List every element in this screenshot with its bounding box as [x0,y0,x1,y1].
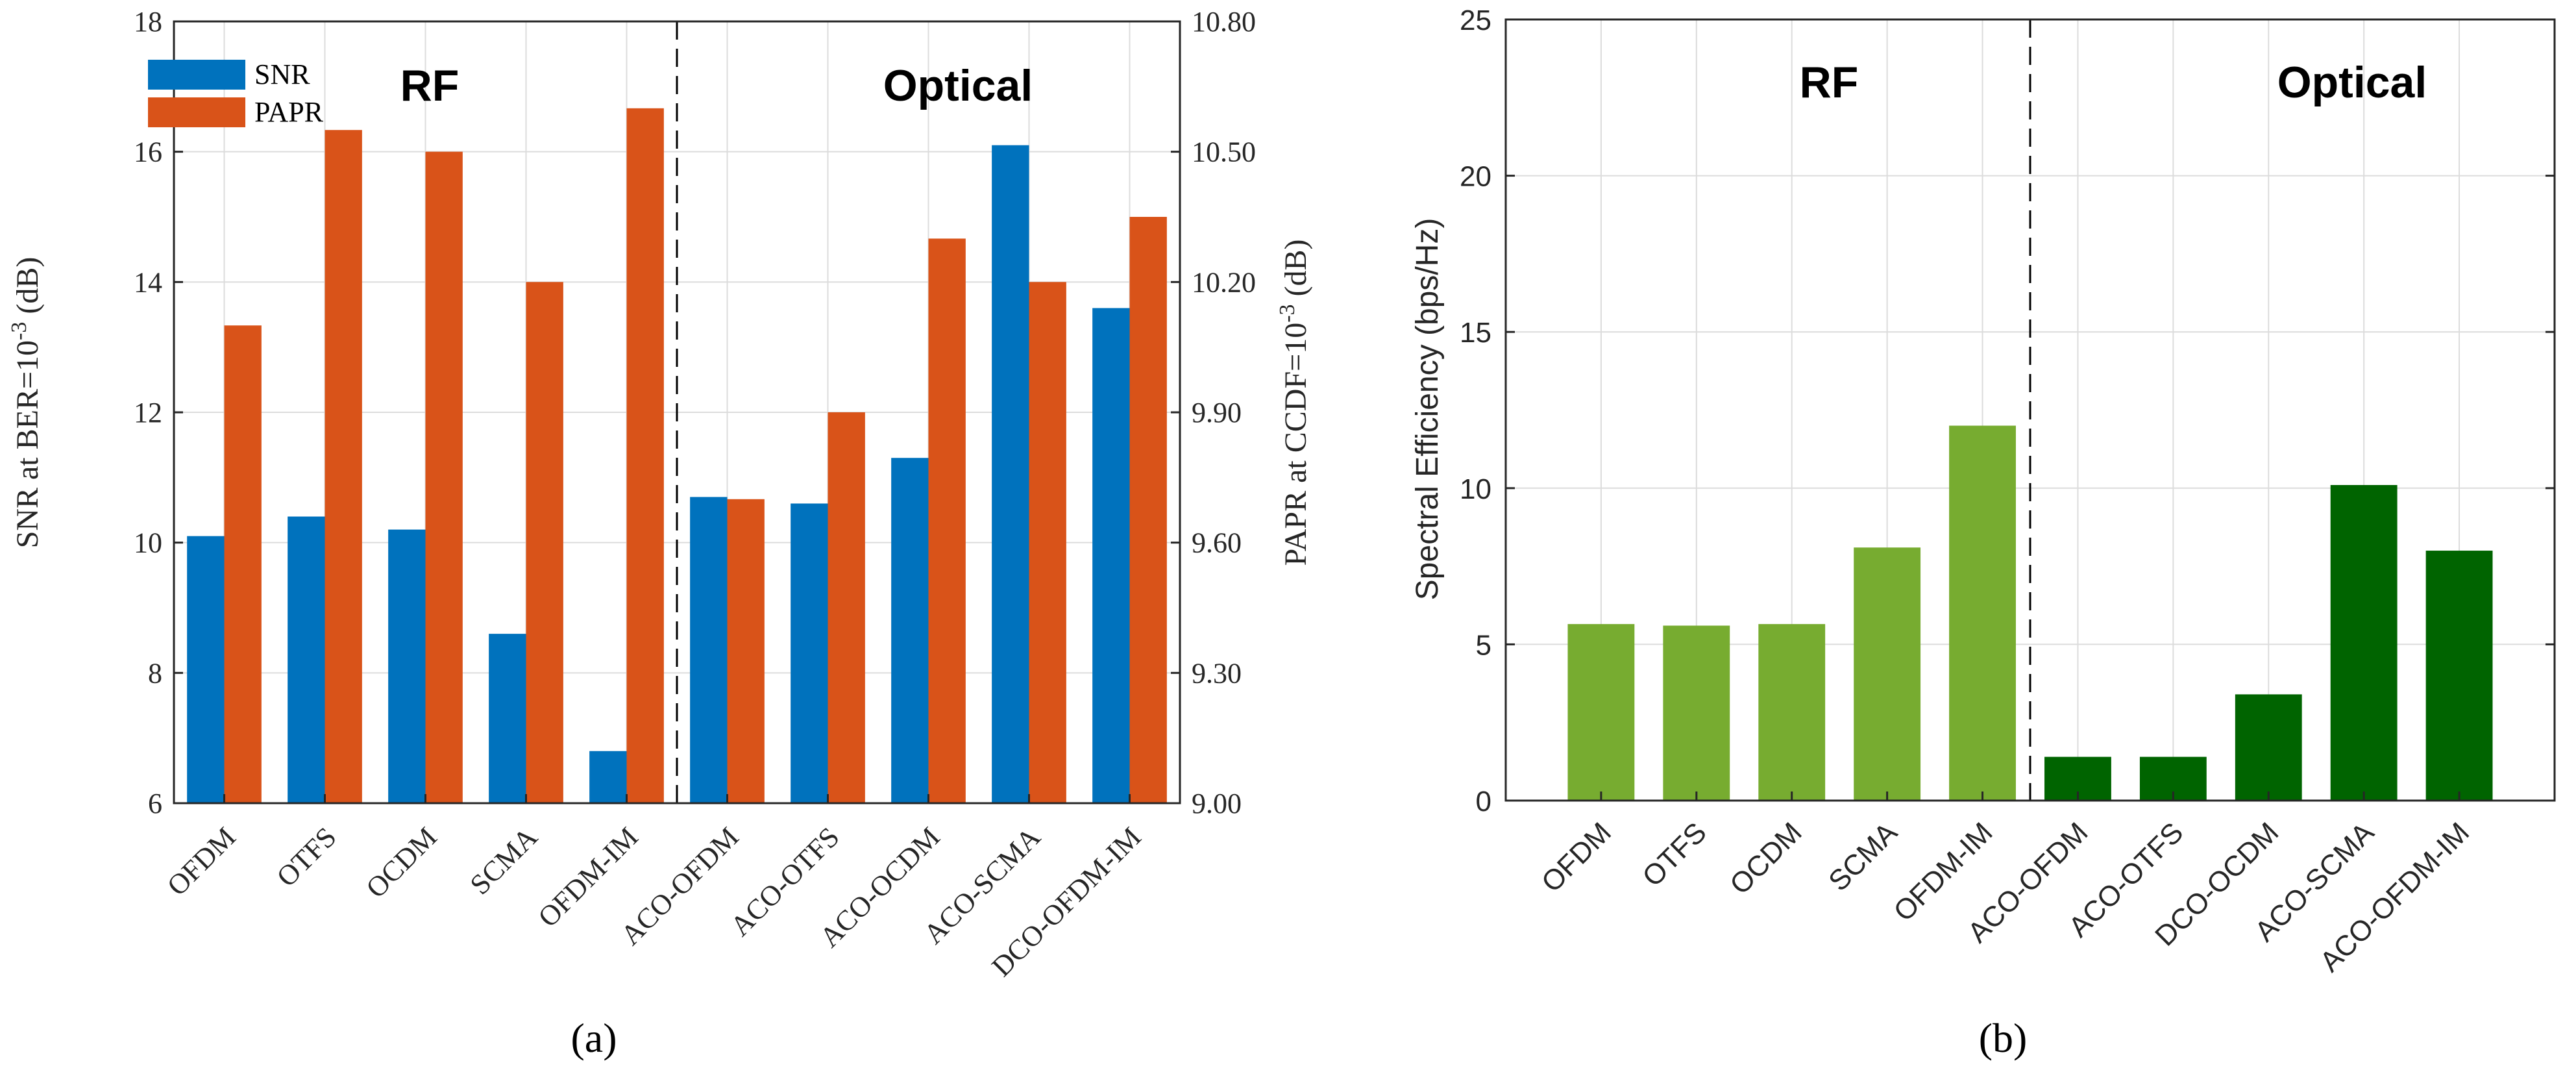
chart-a-left-axis-label: SNR at BER=10-3 (dB) [7,257,45,549]
chart-a-left-tick-label: 6 [148,788,162,819]
chart-b-region-optical: Optical [2277,58,2427,107]
chart-b-y-tick-label: 20 [1460,161,1491,193]
chart-b-caption: (b) [1979,1015,2028,1061]
chart-a-x-tick-label: OCDM [360,821,443,904]
legend-snr-swatch [148,60,245,90]
chart-a-right-tick-label: 9.90 [1192,397,1242,429]
chart-b-y-tick-label: 10 [1460,473,1491,505]
chart-a-bars [187,108,1167,804]
chart-a-papr-bar [425,151,463,803]
chart-a-papr-bar [526,282,563,803]
chart-a-right-tick-label: 10.80 [1192,6,1256,38]
chart-b-x-tick-labels: OFDM OTFS OCDM SCMAOFDM-IMACO-OFDMACO-OTFSD… [1536,816,2475,978]
chart-a-right-tick-label: 9.00 [1192,788,1242,819]
chart-b-x-tick-label: OFDM [1536,816,1617,898]
chart-b-bar [2425,551,2493,801]
chart-b-bar [1949,425,2016,801]
chart-a-right-tick-labels: 9.00 9.30 9.60 9.90 10.20 10.50 10.80 [1192,6,1256,819]
chart-b-axes-box [1504,18,2556,802]
chart-b-bar [1854,547,1921,801]
chart-a-right-tick-label: 9.30 [1192,657,1242,689]
chart-b-y-axis-label: Spectral Efficiency (bps/Hz) [1410,218,1445,601]
chart-a-right-axis-label: PAPR at CCDF=10-3 (dB) [1275,239,1313,566]
chart-a-snr-bar [690,497,728,803]
chart-a-region-optical: Optical [883,61,1033,110]
legend-snr-label: SNR [254,58,310,90]
chart-b-y-tick-labels: 0 5 10 15 20 25 [1460,5,1491,817]
chart-a-right-tick-label: 10.20 [1192,266,1256,298]
chart-a-ticks [174,20,1180,804]
chart-a-left-tick-label: 18 [134,6,162,38]
chart-a: 6 8 10 12 14 16 18 9.00 9.30 9.60 9.90 10.20 10.50 1… [7,6,1313,1061]
chart-b-bar [1567,624,1635,801]
chart-b-x-tick-label: SCMA [1822,816,1904,897]
chart-a-legend: SNR PAPR [148,58,324,128]
chart-a-snr-bar [187,536,225,803]
chart-a-x-tick-label: SCMA [464,821,544,901]
chart-a-papr-bar [928,238,966,803]
chart-a-x-tick-label: OTFS [271,821,343,893]
chart-a-snr-bar [992,145,1029,804]
chart-b-bar [2235,694,2302,801]
chart-a-papr-bar [1129,217,1167,803]
chart-a-left-tick-label: 10 [134,527,162,559]
chart-b-ticks [1506,18,2555,802]
chart-a-papr-bar [1029,282,1066,803]
chart-b-y-tick-label: 25 [1460,5,1491,36]
legend-papr-label: PAPR [254,96,324,128]
chart-a-right-tick-label: 10.50 [1192,136,1256,168]
chart-a-x-tick-label: OFDM [161,821,242,902]
chart-a-left-tick-label: 14 [134,266,162,298]
chart-a-snr-bar [1092,308,1130,803]
chart-b-x-tick-label: OTFS [1636,816,1713,893]
chart-a-snr-bar [791,503,828,803]
chart-a-papr-bar [325,130,362,804]
chart-a-snr-bar [489,634,526,803]
chart-a-caption: (a) [570,1015,617,1061]
chart-a-region-rf: RF [400,61,460,110]
chart-a-snr-bar [388,529,426,803]
chart-a-right-tick-label: 9.60 [1192,527,1242,559]
chart-b-region-rf: RF [1800,58,1859,107]
chart-b-x-tick-label: OCDM [1724,816,1808,901]
legend-papr-swatch [148,97,245,127]
chart-b-bar [1663,625,1730,801]
chart-a-papr-bar [727,499,765,803]
chart-b-y-tick-label: 0 [1476,786,1491,817]
chart-a-papr-bar [224,325,262,803]
chart-a-left-tick-label: 16 [134,136,162,168]
chart-a-snr-bar [891,458,929,803]
chart-a-papr-bar [828,412,865,803]
chart-a-snr-bar [589,751,627,803]
chart-a-snr-bar [288,516,325,803]
chart-b-y-tick-label: 15 [1460,317,1491,349]
chart-a-left-tick-labels: 6 8 10 12 14 16 18 [134,6,162,819]
chart-a-left-tick-label: 8 [148,657,162,689]
chart-a-left-tick-label: 12 [134,397,162,429]
chart-b-y-tick-label: 5 [1476,629,1491,661]
chart-b-bar [2330,484,2398,801]
chart-a-x-tick-labels: OFDM OTFS OCDM SCMAOFDM-IMACO-OFDMACO-OTFSA… [161,821,1147,982]
chart-a-papr-bar [626,108,664,803]
chart-b-bars [1567,425,2493,801]
chart-b-bar [1758,624,1826,801]
